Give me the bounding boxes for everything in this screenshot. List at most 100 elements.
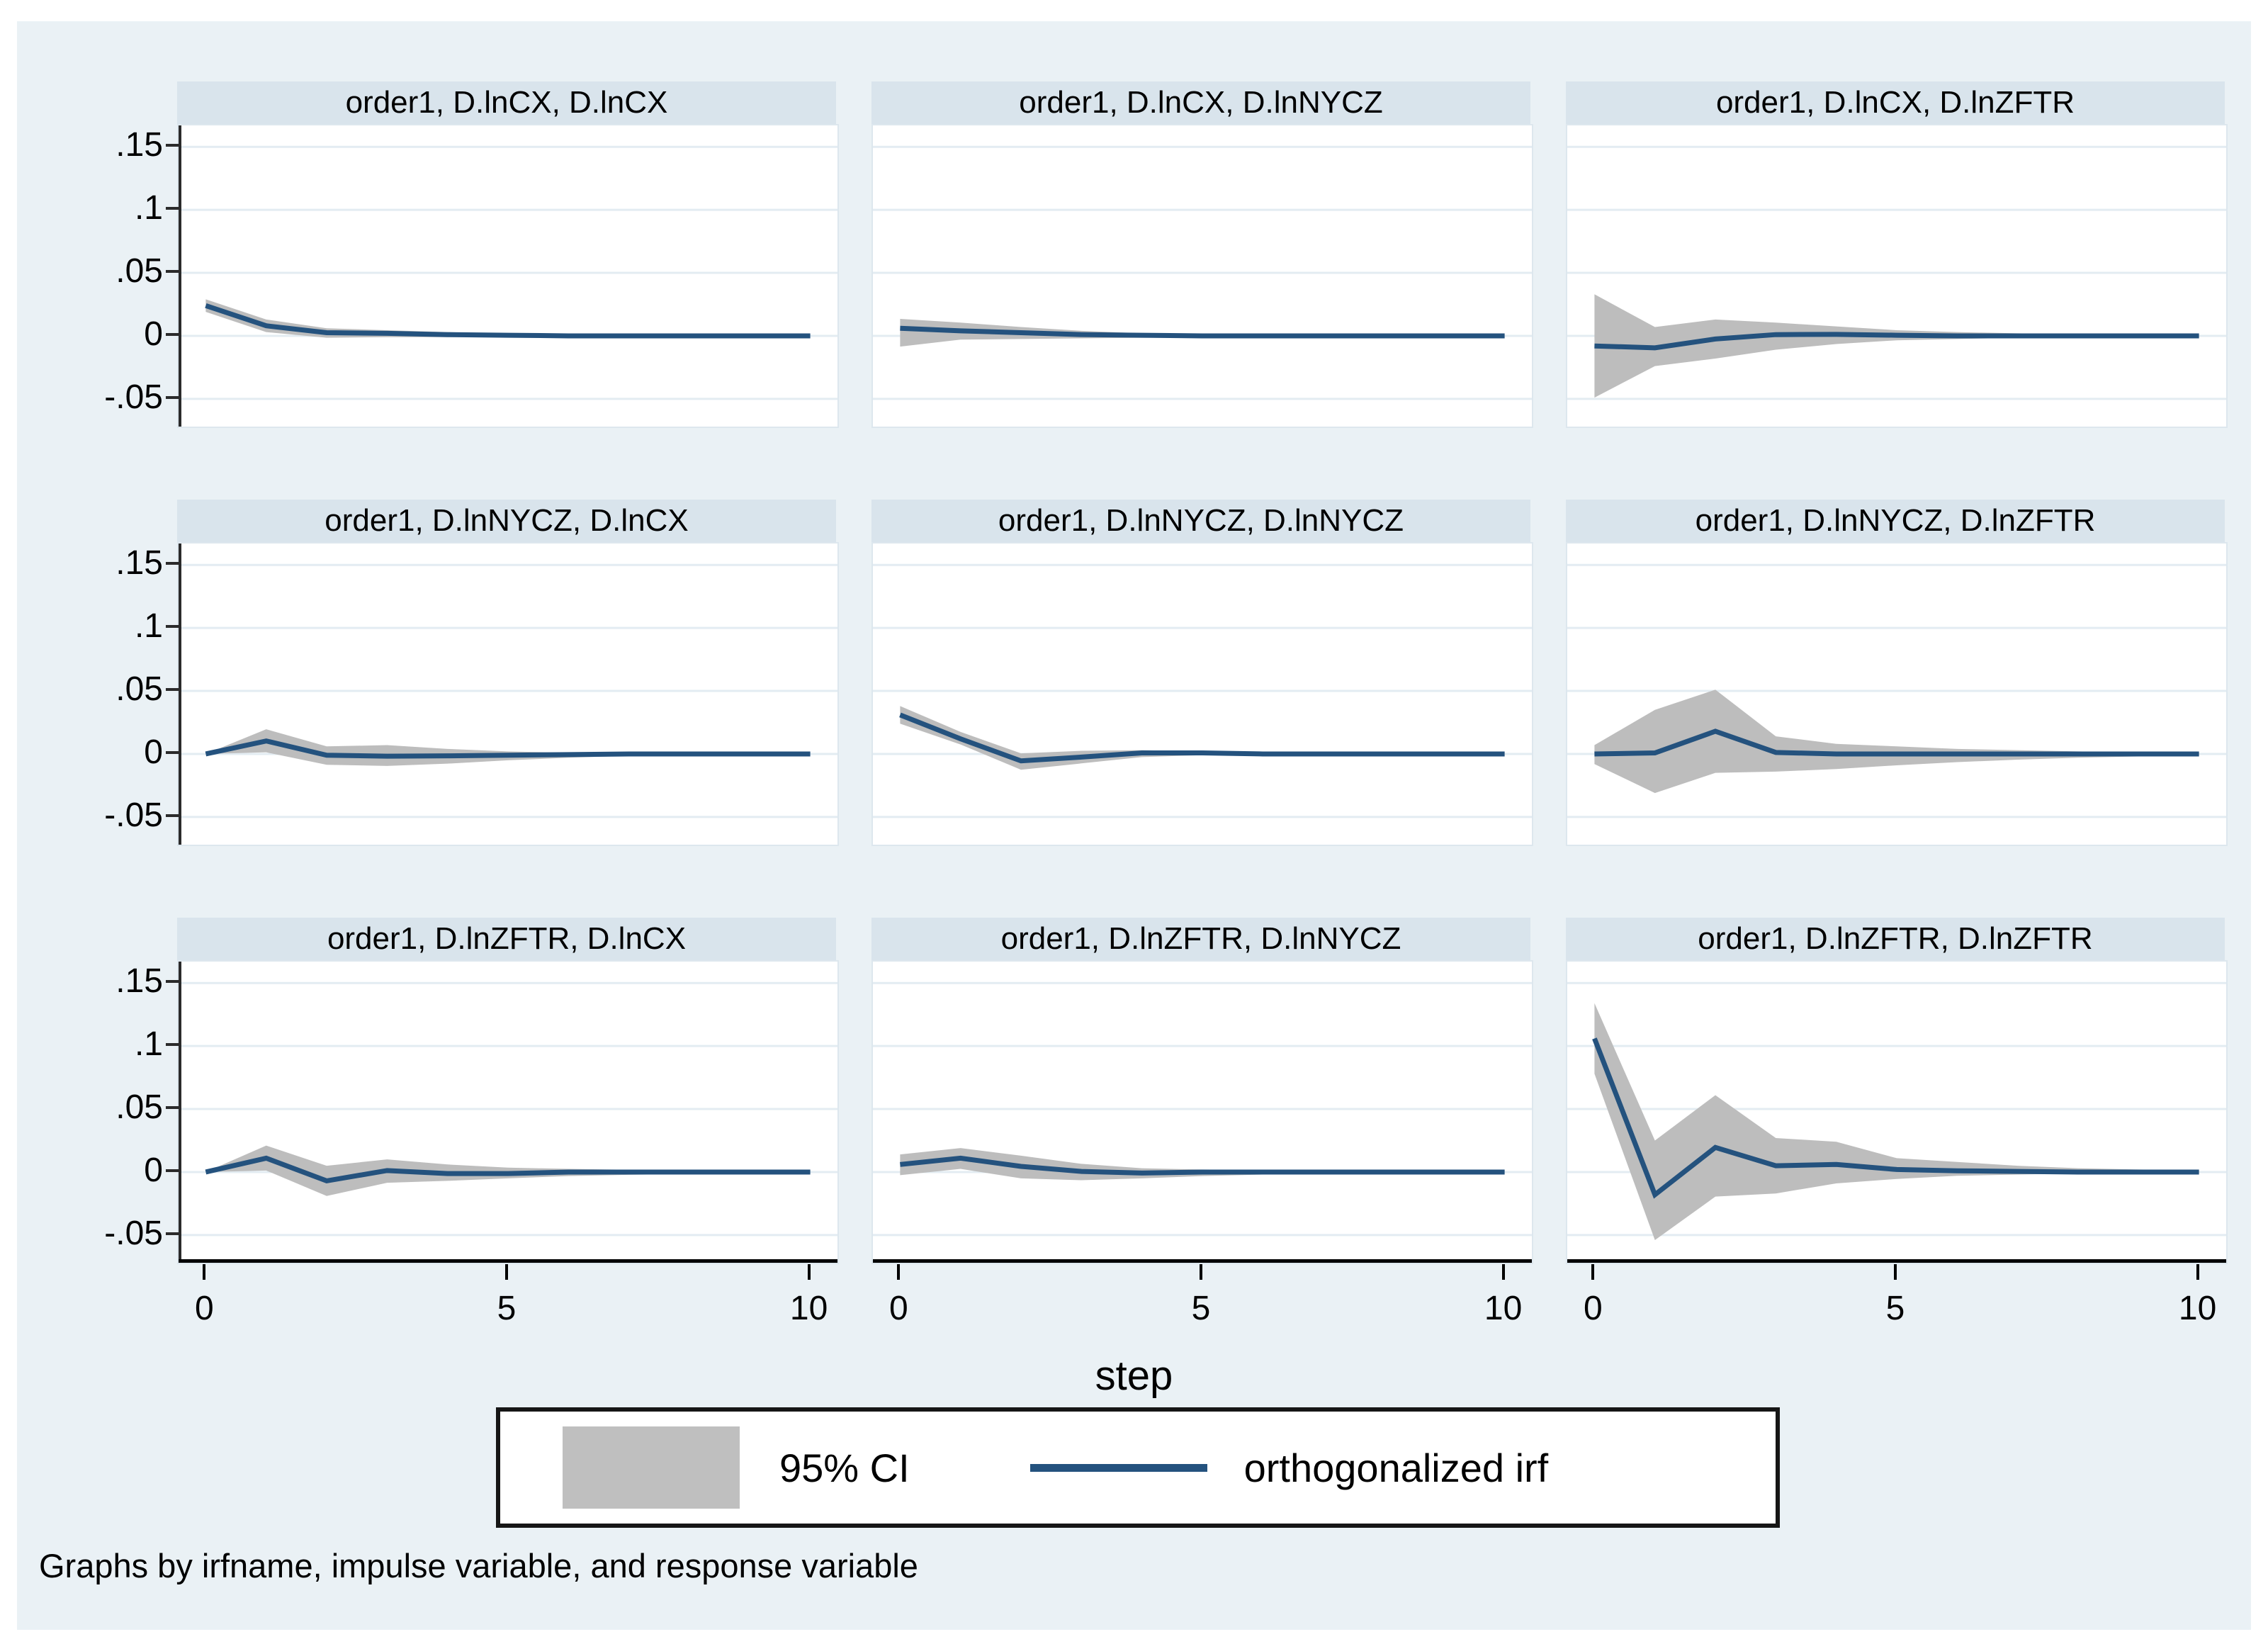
- x-axis-spine: [873, 1259, 1532, 1263]
- y-tick-label: -.05: [104, 378, 163, 416]
- x-tick-mark: [897, 1264, 901, 1280]
- panel-title: order1, D.lnNYCZ, D.lnCX: [177, 500, 836, 542]
- graph-canvas: order1, D.lnCX, D.lnCX order1, D.lnCX, D.…: [17, 21, 2251, 1630]
- ci-band-swatch-icon: [563, 1426, 740, 1509]
- x-axis-spine: [179, 1259, 837, 1263]
- plot-area: [177, 542, 839, 846]
- irf-chart-svg: [1567, 981, 2226, 1240]
- y-tick-mark: [166, 332, 179, 336]
- panel-title: order1, D.lnCX, D.lnNYCZ: [871, 81, 1530, 124]
- y-tick-label: .1: [134, 189, 163, 227]
- panel-title: order1, D.lnNYCZ, D.lnZFTR: [1566, 500, 2225, 542]
- plot-area: [871, 960, 1533, 1264]
- x-tick-label: 5: [1191, 1290, 1211, 1327]
- panel-title: order1, D.lnZFTR, D.lnNYCZ: [871, 918, 1530, 960]
- y-tick-mark: [166, 980, 179, 984]
- irf-line: [205, 738, 811, 759]
- y-tick-mark: [166, 813, 179, 817]
- ci-band: [205, 299, 811, 338]
- irf-panel-2: order1, D.lnCX, D.lnNYCZ: [871, 81, 1533, 428]
- y-axis-spine: [179, 962, 181, 1263]
- ci-band: [1594, 689, 2199, 794]
- irf-line: [900, 325, 1505, 339]
- irf-panel-1: order1, D.lnCX, D.lnCX: [177, 81, 839, 428]
- y-tick-mark: [166, 1232, 179, 1235]
- plot-area: [871, 124, 1533, 428]
- panel-title: order1, D.lnZFTR, D.lnZFTR: [1566, 918, 2225, 960]
- x-tick-label: 0: [195, 1290, 214, 1327]
- irf-chart-svg: [1567, 145, 2226, 400]
- y-tick-label: .05: [115, 670, 163, 709]
- y-tick-label: .1: [134, 607, 163, 646]
- y-tick-label: .15: [115, 962, 163, 1001]
- x-tick-mark: [1591, 1264, 1595, 1280]
- x-tick-mark: [203, 1264, 206, 1280]
- plot-area: [177, 960, 839, 1264]
- irf-panel-7: order1, D.lnZFTR, D.lnCX: [177, 918, 839, 1264]
- y-tick-mark: [166, 625, 179, 629]
- panel-title: order1, D.lnNYCZ, D.lnNYCZ: [871, 500, 1530, 542]
- x-tick-label: 0: [1584, 1290, 1603, 1327]
- ci-band: [1594, 1003, 2199, 1240]
- x-tick-mark: [1501, 1264, 1505, 1280]
- irf-panel-5: order1, D.lnNYCZ, D.lnNYCZ: [871, 500, 1533, 846]
- y-tick-mark: [166, 1169, 179, 1172]
- x-tick-mark: [1894, 1264, 1897, 1280]
- irf-chart-svg: [179, 563, 837, 818]
- ci-band: [205, 1145, 811, 1196]
- y-tick-label: -.05: [104, 796, 163, 834]
- y-axis-spine: [179, 125, 181, 427]
- y-tick-mark: [166, 1106, 179, 1110]
- y-tick-label: .05: [115, 252, 163, 291]
- x-tick-mark: [807, 1264, 811, 1280]
- ci-band: [900, 706, 1505, 770]
- panel-title: order1, D.lnCX, D.lnZFTR: [1566, 81, 2225, 124]
- plot-area: [871, 542, 1533, 846]
- panel-title: order1, D.lnZFTR, D.lnCX: [177, 918, 836, 960]
- irf-panel-3: order1, D.lnCX, D.lnZFTR: [1566, 81, 2228, 428]
- x-tick-label: 0: [889, 1290, 908, 1327]
- y-tick-label: .1: [134, 1025, 163, 1064]
- y-axis-spine: [179, 544, 181, 845]
- y-tick-mark: [166, 562, 179, 565]
- y-tick-label: 0: [144, 733, 163, 771]
- x-axis-spine: [1567, 1259, 2226, 1263]
- irf-panel-9: order1, D.lnZFTR, D.lnZFTR: [1566, 918, 2228, 1264]
- y-tick-mark: [166, 688, 179, 692]
- irf-chart-svg: [873, 563, 1532, 818]
- x-tick-mark: [505, 1264, 508, 1280]
- y-tick-label: .15: [115, 126, 163, 164]
- legend-irf-label: orthogonalized irf: [1243, 1445, 1549, 1490]
- y-tick-label: 0: [144, 315, 163, 353]
- plot-area: [177, 124, 839, 428]
- x-tick-mark: [2196, 1264, 2199, 1280]
- irf-line: [900, 1155, 1505, 1176]
- irf-line: [1592, 1037, 2199, 1199]
- irf-chart-svg: [873, 145, 1532, 400]
- y-tick-mark: [166, 144, 179, 147]
- y-tick-mark: [166, 207, 179, 210]
- irf-line: [1594, 332, 2199, 351]
- x-tick-mark: [1200, 1264, 1202, 1280]
- irf-chart-svg: [179, 145, 837, 400]
- irf-chart-svg: [1567, 563, 2226, 818]
- x-axis-title: step: [1095, 1353, 1173, 1399]
- x-tick-label: 5: [1885, 1290, 1905, 1327]
- y-tick-label: .05: [115, 1088, 163, 1127]
- irf-chart-svg: [873, 981, 1532, 1237]
- y-tick-label: 0: [144, 1151, 163, 1189]
- y-tick-mark: [166, 270, 179, 274]
- plot-area: [1566, 542, 2228, 846]
- y-tick-mark: [166, 395, 179, 399]
- irf-panel-8: order1, D.lnZFTR, D.lnNYCZ: [871, 918, 1533, 1264]
- graph-note: Graphs by irfname, impulse variable, and…: [39, 1547, 918, 1584]
- irf-line-swatch-icon: [1029, 1463, 1207, 1472]
- y-tick-label: .15: [115, 544, 163, 582]
- y-tick-mark: [166, 1043, 179, 1047]
- y-tick-mark: [166, 750, 179, 754]
- plot-area: [1566, 960, 2228, 1264]
- legend-box: 95% CI orthogonalized irf: [496, 1407, 1780, 1528]
- ci-band: [1594, 294, 2199, 398]
- irf-line: [899, 712, 1505, 764]
